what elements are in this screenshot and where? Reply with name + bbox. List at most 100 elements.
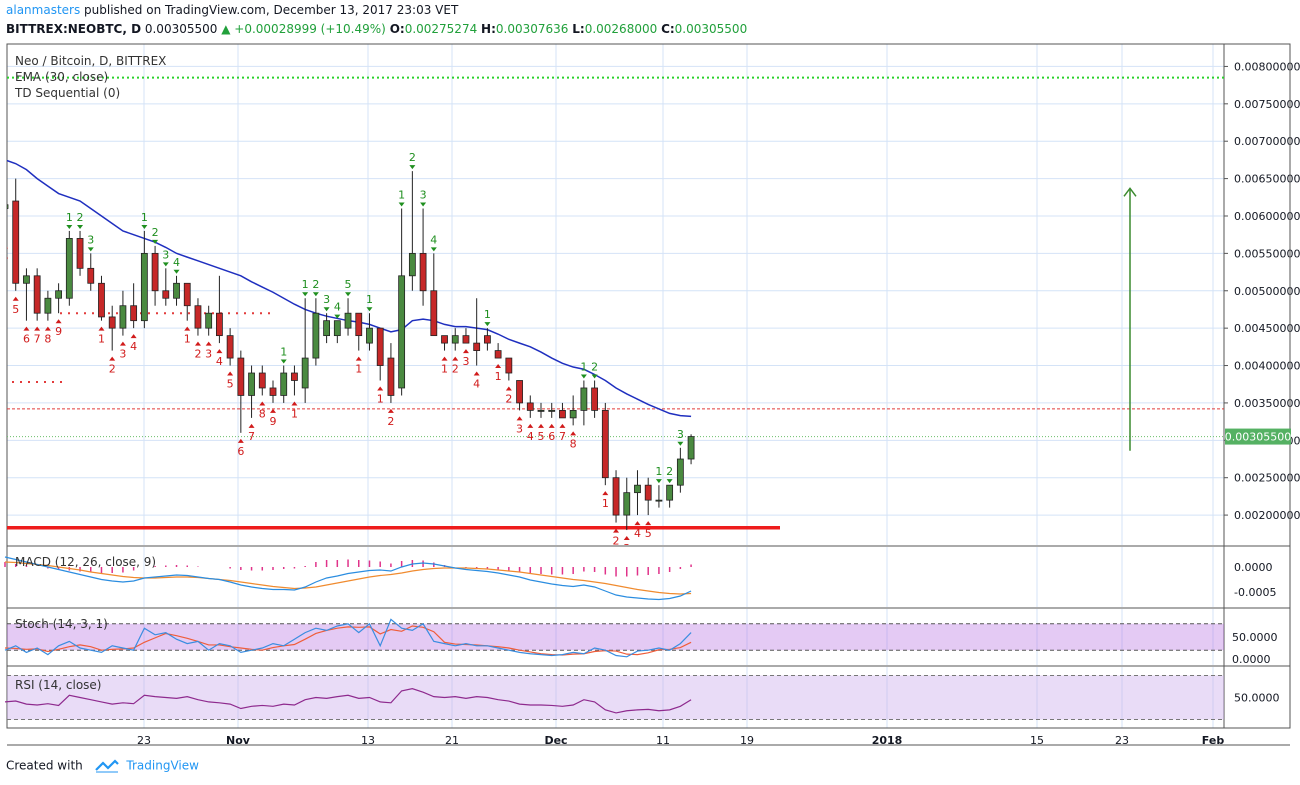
td-count-label: 1 — [66, 211, 73, 224]
candle: 3 — [323, 293, 331, 344]
candle: 6 — [548, 402, 556, 443]
td-count-label: 3 — [119, 348, 126, 361]
candle-body — [634, 484, 641, 494]
candle: 2 — [194, 298, 201, 361]
x-tick-label: 19 — [740, 734, 754, 747]
candle-body — [65, 238, 73, 299]
td-count-label: 5 — [345, 278, 352, 291]
td-count-label: 1 — [495, 370, 502, 383]
candle-body — [548, 410, 556, 412]
candle: 1 — [580, 360, 587, 426]
candle-body — [559, 410, 566, 419]
legend-item: EMA (30, close) — [15, 70, 108, 84]
candle: 2 — [666, 465, 673, 508]
candle: 1 — [366, 293, 373, 351]
candle: 2 — [591, 360, 598, 418]
symbol-label: BITTREX:NEOBTC, D — [6, 22, 142, 36]
candle: 4 — [173, 256, 180, 306]
x-tick-label: 21 — [445, 734, 459, 747]
td-count-label: 1 — [602, 497, 609, 510]
td-count-label: 7 — [248, 430, 255, 443]
candle: 1 — [66, 211, 73, 306]
td-down-marker — [441, 356, 448, 361]
candle-body — [248, 372, 255, 396]
candle: 1 — [98, 275, 105, 346]
macd-legend: MACD (12, 26, close, 9) — [15, 555, 156, 569]
td-count-label: 7 — [34, 333, 41, 346]
td-count-label: 2 — [152, 226, 159, 239]
candle: 3 — [516, 380, 523, 435]
td-down-marker — [387, 408, 394, 413]
td-up-marker — [152, 239, 159, 244]
td-up-marker — [484, 322, 491, 327]
candle-body — [366, 327, 373, 344]
td-down-marker — [645, 521, 652, 526]
y-tick-label: 0.00750000 — [1234, 98, 1300, 111]
legend-item: TD Sequential (0) — [14, 86, 120, 100]
td-count-label: 2 — [505, 392, 512, 405]
candle-body — [237, 357, 245, 396]
candle: 7 — [248, 365, 255, 443]
candle-body — [108, 316, 116, 329]
candle-body — [591, 387, 598, 411]
candle-body — [98, 282, 105, 318]
candle: 3 — [623, 477, 630, 545]
x-tick-label: Dec — [544, 734, 567, 747]
candle-body — [516, 380, 523, 404]
td-count-label: 8 — [44, 333, 51, 346]
author-link[interactable]: alanmasters — [6, 3, 81, 17]
y-tick-label: 0.00650000 — [1234, 173, 1300, 186]
td-count-label: 1 — [441, 363, 448, 376]
candle-body — [676, 458, 684, 486]
td-count-label: 4 — [216, 355, 223, 368]
td-count-label: 9 — [55, 325, 62, 338]
candle: 5 — [344, 278, 352, 336]
candle-body — [323, 320, 331, 337]
td-down-marker — [34, 326, 41, 331]
td-down-marker — [44, 326, 51, 331]
candle: 3 — [462, 328, 469, 368]
td-down-marker — [184, 326, 191, 331]
candle-body — [344, 312, 352, 329]
td-up-marker — [173, 269, 180, 274]
td-count-label: 2 — [666, 465, 673, 478]
td-count-label: 3 — [87, 233, 94, 246]
candle: 2 — [312, 278, 319, 366]
y-tick-label: 0.00600000 — [1234, 210, 1300, 223]
candle: 1 — [140, 211, 148, 329]
td-count-label: 1 — [377, 392, 384, 405]
td-count-label: 1 — [280, 346, 287, 359]
candle-body — [7, 204, 9, 209]
y-tick-label: 0.00450000 — [1234, 322, 1300, 335]
candle: 4 — [130, 283, 137, 353]
td-up-marker — [323, 307, 330, 312]
y-tick-label: 0.00250000 — [1234, 472, 1300, 485]
td-up-marker — [580, 374, 587, 379]
tradingview-brand[interactable]: TradingView — [126, 758, 199, 773]
last-price: 0.00305500 — [144, 22, 218, 36]
change-up-icon: ▲ — [221, 22, 231, 36]
td-up-marker — [420, 202, 427, 207]
td-count-label: 1 — [655, 465, 662, 478]
td-count-label: 8 — [570, 437, 577, 450]
td-count-label: 6 — [23, 333, 30, 346]
publish-line: alanmasters published on TradingView.com… — [6, 3, 458, 17]
y-tick-label: 0.00200000 — [1234, 509, 1300, 522]
x-tick-label: 11 — [656, 734, 670, 747]
candle-body — [537, 410, 545, 412]
candle-body — [183, 282, 191, 307]
td-count-label: 4 — [334, 301, 341, 314]
candle-body — [473, 342, 481, 351]
candle-body — [140, 252, 148, 322]
candle: 2 — [452, 328, 459, 376]
td-count-label: 1 — [184, 333, 191, 346]
td-count-label: 1 — [580, 360, 587, 373]
candle: 1 — [291, 365, 298, 420]
candle: 4 — [7, 204, 9, 263]
rsi-line — [4, 688, 692, 714]
td-down-marker — [55, 319, 62, 324]
price-change: +0.00028999 (+10.49%) — [234, 22, 386, 36]
candle-body — [526, 402, 534, 411]
td-down-marker — [227, 371, 234, 376]
